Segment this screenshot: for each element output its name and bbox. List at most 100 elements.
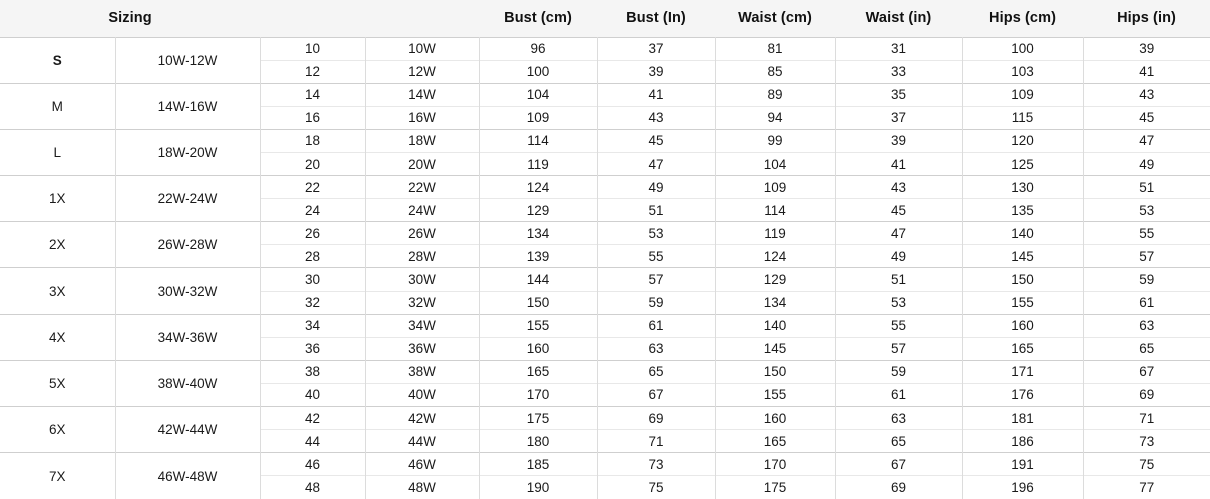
cell-waist-cm: 155 xyxy=(715,382,836,407)
cell-us-size: 16 xyxy=(260,105,366,130)
cell-waist-cm: 85 xyxy=(715,59,836,84)
cell-hips-cm: 186 xyxy=(962,429,1084,453)
cell-waist-cm: 89 xyxy=(715,82,836,107)
cell-us-size-w: 28W xyxy=(365,244,480,268)
cell-waist-in: 51 xyxy=(835,267,963,292)
table-body: S 10W-12W 10 10W 96 37 81 31 100 39 12 12W 100 39 85 33… xyxy=(0,36,1210,499)
cell-waist-cm: 129 xyxy=(715,267,836,292)
table-row: 48 48W 190 75 175 69 196 77 xyxy=(0,475,1210,499)
cell-bust-in: 47 xyxy=(597,151,716,176)
cell-bust-in: 63 xyxy=(597,336,716,361)
table-row: 4X 34W-36W 34 34W 155 61 140 55 160 63 xyxy=(0,313,1210,361)
header-waist-in: Waist (in) xyxy=(835,0,963,37)
table-row: 20 20W 119 47 104 41 125 49 xyxy=(0,151,1210,176)
cell-us-size: 18 xyxy=(260,128,366,153)
cell-size-range: 30W-32W xyxy=(115,267,261,315)
table-row: 7X 46W-48W 46 46W 185 73 170 67 191 75 xyxy=(0,452,1210,499)
cell-size-label: 1X xyxy=(0,175,116,222)
cell-hips-cm: 130 xyxy=(962,175,1084,199)
cell-hips-in: 39 xyxy=(1083,36,1210,61)
cell-waist-in: 41 xyxy=(835,151,963,176)
cell-size-range: 18W-20W xyxy=(115,128,261,176)
header-row: Sizing Bust (cm) Bust (In) Waist (cm) Wa… xyxy=(0,0,1210,37)
cell-us-size: 40 xyxy=(260,382,366,407)
cell-size-range: 22W-24W xyxy=(115,175,261,222)
cell-bust-cm: 175 xyxy=(479,405,598,430)
table-row: 3X 30W-32W 30 30W 144 57 129 51 150 59 xyxy=(0,267,1210,315)
cell-size-range: 10W-12W xyxy=(115,36,261,84)
cell-us-size: 42 xyxy=(260,405,366,430)
cell-bust-in: 39 xyxy=(597,59,716,84)
cell-size-label: 6X xyxy=(0,405,116,453)
cell-us-size-w: 32W xyxy=(365,290,480,315)
cell-hips-cm: 165 xyxy=(962,336,1084,361)
cell-hips-cm: 115 xyxy=(962,105,1084,130)
cell-bust-in: 61 xyxy=(597,313,716,338)
cell-bust-in: 43 xyxy=(597,105,716,130)
table-row: S 10W-12W 10 10W 96 37 81 31 100 39 xyxy=(0,36,1210,84)
cell-waist-in: 61 xyxy=(835,382,963,407)
cell-waist-cm: 99 xyxy=(715,128,836,153)
cell-hips-in: 59 xyxy=(1083,267,1210,292)
cell-hips-in: 61 xyxy=(1083,290,1210,315)
cell-waist-in: 59 xyxy=(835,359,963,384)
cell-bust-in: 55 xyxy=(597,244,716,268)
header-us-size xyxy=(260,0,366,37)
cell-us-size: 36 xyxy=(260,336,366,361)
cell-us-size-w: 44W xyxy=(365,429,480,453)
table-row: 32 32W 150 59 134 53 155 61 xyxy=(0,290,1210,315)
cell-us-size: 10 xyxy=(260,36,366,61)
cell-size-range: 26W-28W xyxy=(115,221,261,268)
cell-hips-cm: 171 xyxy=(962,359,1084,384)
cell-hips-cm: 176 xyxy=(962,382,1084,407)
cell-waist-cm: 119 xyxy=(715,221,836,245)
cell-us-size: 32 xyxy=(260,290,366,315)
cell-us-size-w: 48W xyxy=(365,475,480,499)
table-row: 2X 26W-28W 26 26W 134 53 119 47 140 55 xyxy=(0,221,1210,268)
cell-waist-cm: 165 xyxy=(715,429,836,453)
cell-size-label: M xyxy=(0,82,116,130)
cell-bust-cm: 139 xyxy=(479,244,598,268)
cell-size-range: 34W-36W xyxy=(115,313,261,361)
cell-waist-in: 43 xyxy=(835,175,963,199)
header-sizing: Sizing xyxy=(0,0,261,37)
cell-waist-in: 49 xyxy=(835,244,963,268)
cell-us-size-w: 20W xyxy=(365,151,480,176)
cell-us-size: 44 xyxy=(260,429,366,453)
cell-bust-cm: 114 xyxy=(479,128,598,153)
table-row: 16 16W 109 43 94 37 115 45 xyxy=(0,105,1210,130)
cell-hips-cm: 150 xyxy=(962,267,1084,292)
cell-us-size: 20 xyxy=(260,151,366,176)
cell-us-size-w: 40W xyxy=(365,382,480,407)
cell-waist-cm: 175 xyxy=(715,475,836,499)
cell-hips-in: 75 xyxy=(1083,452,1210,476)
cell-waist-cm: 104 xyxy=(715,151,836,176)
cell-hips-cm: 181 xyxy=(962,405,1084,430)
cell-bust-cm: 155 xyxy=(479,313,598,338)
cell-hips-cm: 100 xyxy=(962,36,1084,61)
cell-bust-in: 69 xyxy=(597,405,716,430)
cell-bust-cm: 119 xyxy=(479,151,598,176)
cell-waist-in: 65 xyxy=(835,429,963,453)
cell-bust-cm: 109 xyxy=(479,105,598,130)
cell-hips-cm: 191 xyxy=(962,452,1084,476)
cell-waist-cm: 114 xyxy=(715,198,836,222)
cell-hips-in: 49 xyxy=(1083,151,1210,176)
cell-bust-in: 51 xyxy=(597,198,716,222)
cell-us-size: 24 xyxy=(260,198,366,222)
cell-us-size: 26 xyxy=(260,221,366,245)
cell-bust-in: 57 xyxy=(597,267,716,292)
cell-waist-cm: 94 xyxy=(715,105,836,130)
cell-hips-in: 47 xyxy=(1083,128,1210,153)
table-header: Sizing Bust (cm) Bust (In) Waist (cm) Wa… xyxy=(0,0,1210,37)
cell-bust-in: 53 xyxy=(597,221,716,245)
cell-waist-in: 67 xyxy=(835,452,963,476)
cell-hips-in: 77 xyxy=(1083,475,1210,499)
cell-hips-in: 43 xyxy=(1083,82,1210,107)
cell-hips-in: 73 xyxy=(1083,429,1210,453)
cell-waist-in: 31 xyxy=(835,36,963,61)
cell-waist-cm: 160 xyxy=(715,405,836,430)
cell-hips-in: 45 xyxy=(1083,105,1210,130)
cell-bust-in: 75 xyxy=(597,475,716,499)
